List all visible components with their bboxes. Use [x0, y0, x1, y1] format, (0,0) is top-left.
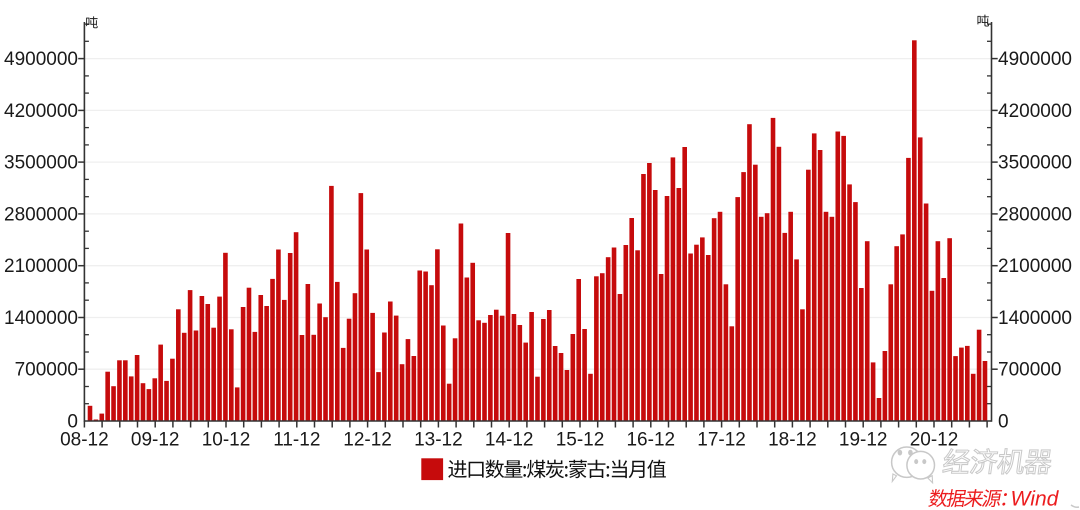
svg-text:08-12: 08-12: [60, 429, 109, 450]
svg-text:11-12: 11-12: [273, 429, 320, 450]
svg-text:2800000: 2800000: [998, 204, 1072, 225]
svg-text:0: 0: [67, 412, 78, 433]
svg-text:3500000: 3500000: [4, 153, 78, 174]
svg-text:1400000: 1400000: [998, 308, 1072, 329]
svg-text:20-12: 20-12: [910, 429, 959, 450]
svg-text:4900000: 4900000: [4, 49, 78, 70]
svg-text:12-12: 12-12: [343, 429, 392, 450]
svg-text:09-12: 09-12: [131, 429, 180, 450]
svg-text:2800000: 2800000: [4, 204, 78, 225]
svg-text:1400000: 1400000: [4, 308, 78, 329]
svg-text:14-12: 14-12: [485, 429, 534, 450]
svg-text:13-12: 13-12: [414, 429, 463, 450]
svg-text:0: 0: [998, 412, 1009, 433]
svg-text:16-12: 16-12: [626, 429, 675, 450]
svg-text:2100000: 2100000: [4, 256, 78, 277]
svg-text:4200000: 4200000: [4, 101, 78, 122]
svg-text:10-12: 10-12: [202, 429, 251, 450]
svg-text:4900000: 4900000: [998, 49, 1072, 70]
svg-text:18-12: 18-12: [768, 429, 817, 450]
svg-text:17-12: 17-12: [697, 429, 746, 450]
svg-text:19-12: 19-12: [839, 429, 888, 450]
svg-text:700000: 700000: [998, 360, 1061, 381]
svg-text:700000: 700000: [15, 360, 78, 381]
svg-text:3500000: 3500000: [998, 153, 1072, 174]
svg-text:4200000: 4200000: [998, 101, 1072, 122]
svg-text:2100000: 2100000: [998, 256, 1072, 277]
svg-text:15-12: 15-12: [556, 429, 605, 450]
